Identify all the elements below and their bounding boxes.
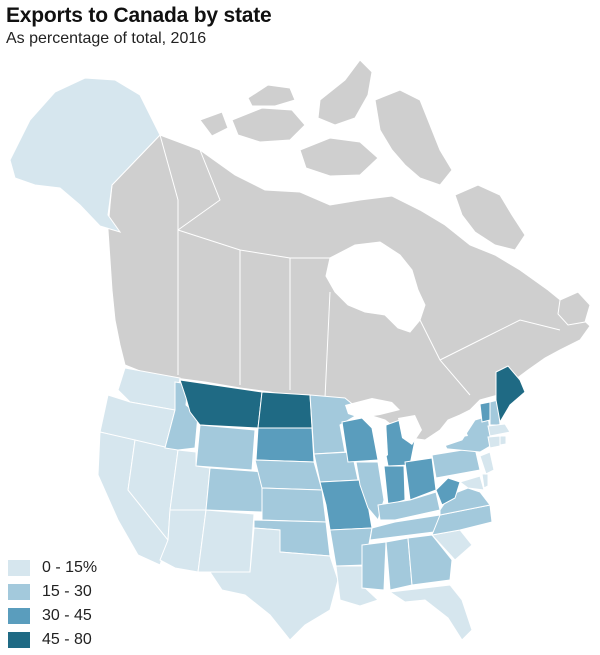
arctic-island-5 bbox=[247, 84, 296, 107]
lake-superior bbox=[345, 398, 400, 418]
arctic-island-3 bbox=[317, 59, 373, 126]
state-vermont bbox=[479, 401, 491, 423]
state-florida bbox=[388, 584, 473, 641]
legend-swatch bbox=[8, 584, 30, 600]
arctic-island-4 bbox=[374, 89, 453, 186]
arctic-island-2 bbox=[299, 137, 379, 177]
state-texas bbox=[209, 527, 339, 641]
state-maryland bbox=[458, 475, 485, 491]
canada-land bbox=[107, 59, 591, 441]
legend-swatch bbox=[8, 632, 30, 648]
state-nebraska bbox=[254, 459, 323, 491]
state-massachusetts bbox=[487, 423, 511, 437]
hudson-bay bbox=[325, 241, 426, 333]
newfoundland bbox=[557, 291, 591, 326]
arctic-island-6 bbox=[454, 184, 526, 251]
state-west-virginia bbox=[435, 477, 461, 506]
lake-huron bbox=[398, 415, 422, 445]
state-connecticut bbox=[487, 435, 501, 449]
map-title: Exports to Canada by state bbox=[6, 4, 272, 27]
legend-item: 30 - 45 bbox=[8, 604, 97, 628]
legend-label: 0 - 15% bbox=[42, 559, 98, 576]
legend-swatch bbox=[8, 560, 30, 576]
state-rhode-island bbox=[499, 435, 507, 446]
state-georgia bbox=[407, 534, 453, 586]
alaska bbox=[9, 77, 161, 233]
lake-ontario bbox=[440, 428, 468, 440]
state-north-dakota bbox=[257, 391, 313, 429]
arctic-island-1 bbox=[231, 107, 306, 143]
state-indiana bbox=[383, 465, 406, 506]
state-colorado bbox=[205, 467, 266, 513]
legend-swatch bbox=[8, 608, 30, 624]
legend-label: 15 - 30 bbox=[42, 583, 92, 600]
legend-item: 15 - 30 bbox=[8, 580, 97, 604]
lake-erie bbox=[418, 444, 448, 458]
state-illinois bbox=[355, 461, 385, 522]
state-south-dakota bbox=[255, 427, 315, 463]
great-lakes bbox=[345, 398, 468, 460]
legend-label: 30 - 45 bbox=[42, 607, 92, 624]
arctic-island-7 bbox=[199, 111, 229, 137]
legend-item: 45 - 80 bbox=[8, 628, 97, 652]
map-subtitle: As percentage of total, 2016 bbox=[6, 30, 207, 47]
state-maine bbox=[495, 365, 526, 424]
canada-province-borders bbox=[159, 134, 561, 399]
state-alabama bbox=[385, 537, 413, 591]
legend-item: 0 - 15% bbox=[8, 556, 97, 580]
state-new-jersey bbox=[479, 451, 495, 475]
state-wisconsin bbox=[341, 417, 379, 463]
state-kansas bbox=[261, 487, 327, 523]
state-mississippi bbox=[361, 541, 387, 591]
legend-label: 45 - 80 bbox=[42, 631, 92, 648]
legend: 0 - 15% 15 - 30 30 - 45 45 - 80 bbox=[8, 556, 97, 652]
lake-michigan bbox=[378, 420, 388, 460]
state-new-mexico bbox=[197, 509, 255, 573]
state-wyoming bbox=[195, 424, 256, 471]
